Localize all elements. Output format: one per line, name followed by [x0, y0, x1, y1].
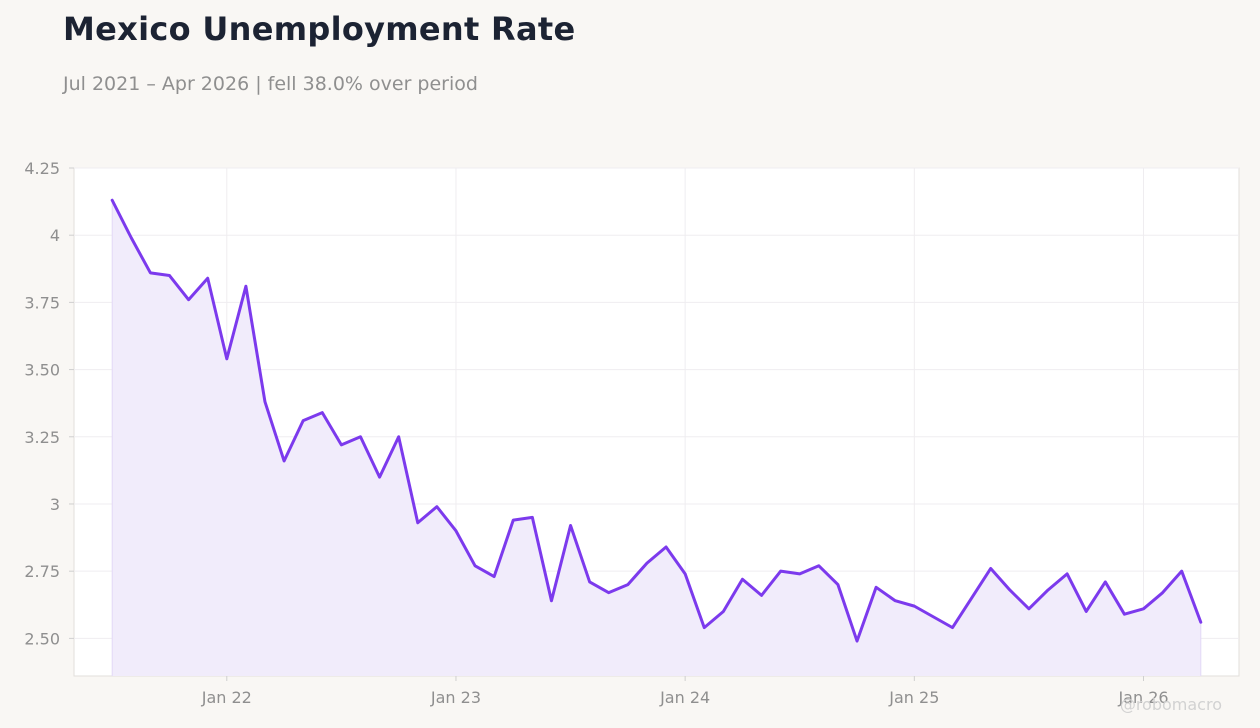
data-point	[130, 236, 133, 239]
x-tick-label: Jan 23	[430, 688, 481, 707]
y-tick-label: 3	[50, 495, 60, 514]
data-point	[703, 626, 706, 629]
data-point	[378, 476, 381, 479]
data-point	[722, 610, 725, 613]
y-tick-label: 2.50	[24, 629, 60, 648]
data-point	[645, 562, 648, 565]
data-point	[454, 529, 457, 532]
data-point	[111, 199, 114, 202]
data-point	[187, 298, 190, 301]
data-point	[493, 575, 496, 578]
data-point	[913, 605, 916, 608]
y-tick-label: 3.75	[24, 293, 60, 312]
chart-subtitle: Jul 2021 – Apr 2026 | fell 38.0% over pe…	[63, 73, 478, 95]
data-point	[817, 564, 820, 567]
data-point	[836, 583, 839, 586]
data-point	[741, 578, 744, 581]
data-point	[626, 583, 629, 586]
data-point	[951, 626, 954, 629]
data-point	[665, 545, 668, 548]
data-point	[550, 599, 553, 602]
y-tick-label: 2.75	[24, 562, 60, 581]
data-point	[244, 285, 247, 288]
x-tick-label: Jan 26	[1117, 688, 1168, 707]
data-point	[1047, 588, 1050, 591]
data-point	[856, 640, 859, 643]
data-point	[397, 435, 400, 438]
data-point	[531, 516, 534, 519]
y-tick-label: 4.25	[24, 159, 60, 178]
data-point	[684, 572, 687, 575]
data-point	[416, 521, 419, 524]
data-point	[225, 357, 228, 360]
watermark: @robomacro	[1119, 695, 1222, 714]
data-point	[932, 615, 935, 618]
data-point	[1199, 621, 1202, 624]
data-point	[206, 277, 209, 280]
data-point	[302, 419, 305, 422]
data-point	[168, 274, 171, 277]
data-point	[1180, 570, 1183, 573]
y-tick-label: 4	[50, 226, 60, 245]
data-point	[1161, 591, 1164, 594]
data-point	[779, 570, 782, 573]
data-point	[359, 435, 362, 438]
data-point	[474, 564, 477, 567]
data-point	[263, 400, 266, 403]
data-point	[283, 459, 286, 462]
data-point	[875, 586, 878, 589]
series-line	[110, 198, 1203, 643]
x-tick-label: Jan 24	[659, 688, 710, 707]
data-point	[1008, 588, 1011, 591]
data-point	[321, 411, 324, 414]
data-point	[340, 443, 343, 446]
data-point	[894, 599, 897, 602]
data-point	[970, 597, 973, 600]
data-point	[1085, 610, 1088, 613]
data-point	[149, 271, 152, 274]
data-point	[1027, 607, 1030, 610]
data-point	[798, 572, 801, 575]
data-point	[588, 580, 591, 583]
data-point	[989, 567, 992, 570]
data-point	[512, 519, 515, 522]
area-fill	[112, 200, 1201, 676]
data-point	[435, 505, 438, 508]
data-point	[607, 591, 610, 594]
data-point	[1142, 607, 1145, 610]
data-point	[569, 524, 572, 527]
x-tick-label: Jan 22	[201, 688, 252, 707]
chart-title: Mexico Unemployment Rate	[63, 10, 576, 48]
data-point	[760, 594, 763, 597]
x-tick-label: Jan 25	[888, 688, 939, 707]
data-point	[1066, 572, 1069, 575]
y-tick-label: 3.25	[24, 428, 60, 447]
data-point	[1123, 613, 1126, 616]
data-point	[1104, 580, 1107, 583]
y-tick-label: 3.50	[24, 361, 60, 380]
